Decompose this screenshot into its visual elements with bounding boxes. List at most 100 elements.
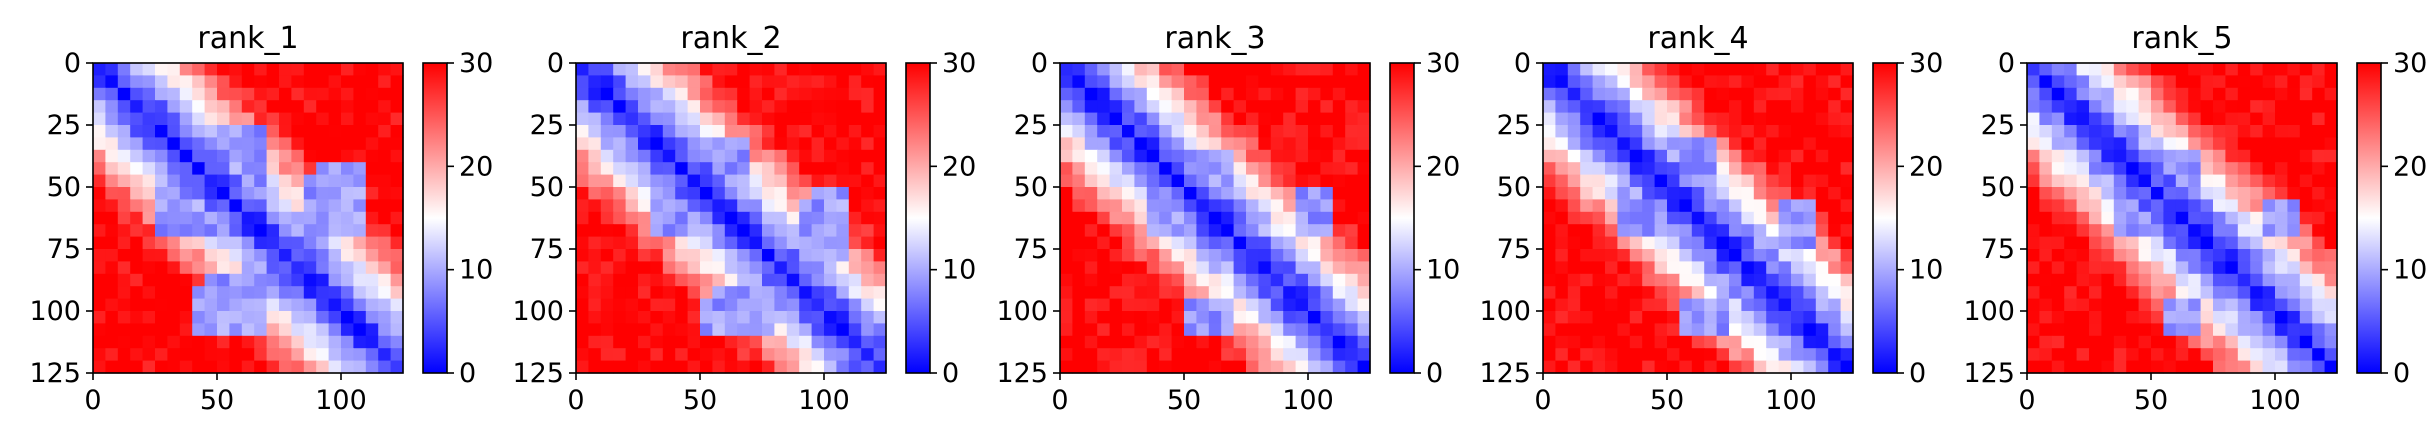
heatmap-cell xyxy=(848,323,862,337)
heatmap-cell xyxy=(2163,224,2177,238)
heatmap-cell xyxy=(1828,125,1842,138)
heatmap-cell xyxy=(204,311,218,324)
heatmap-cell xyxy=(2126,298,2140,312)
heatmap-cell xyxy=(1084,125,1098,138)
colorbar-tick-label: 30 xyxy=(1426,48,1460,79)
heatmap-cell xyxy=(1345,75,1359,89)
heatmap-cell xyxy=(341,236,354,250)
heatmap-cell xyxy=(229,335,243,349)
heatmap-cell xyxy=(1691,286,1705,300)
heatmap-cell xyxy=(1308,311,1321,324)
heatmap-cell xyxy=(1270,100,1284,114)
heatmap-cell xyxy=(1791,286,1804,300)
heatmap-cell xyxy=(1159,149,1173,163)
heatmap-cell xyxy=(1295,149,1309,163)
heatmap-cell xyxy=(1629,211,1643,225)
heatmap-cell xyxy=(1184,75,1197,89)
heatmap-cell xyxy=(1109,211,1123,225)
heatmap-cell xyxy=(2064,348,2078,362)
colorbar-tick-label: 20 xyxy=(1426,151,1460,182)
heatmap-cell xyxy=(2027,174,2040,188)
heatmap-cell xyxy=(2113,112,2127,126)
heatmap-cell xyxy=(1159,323,1173,337)
heatmap-cell xyxy=(1716,298,1730,312)
heatmap-cell xyxy=(2275,286,2288,300)
heatmap-cell xyxy=(105,125,119,138)
heatmap-cell xyxy=(2076,75,2090,89)
heatmap-cell xyxy=(1295,87,1309,101)
heatmap-cell xyxy=(1196,149,1210,163)
heatmap-cell xyxy=(1828,311,1842,324)
heatmap-cell xyxy=(1629,249,1643,262)
heatmap-cell xyxy=(2287,286,2301,300)
panel-title: rank_1 xyxy=(197,21,298,56)
heatmap-cell xyxy=(254,199,268,213)
heatmap-cell xyxy=(142,187,156,200)
heatmap-cell xyxy=(2200,75,2214,89)
heatmap-cell xyxy=(353,211,367,225)
y-tick-label: 25 xyxy=(1014,110,1048,141)
heatmap-cell xyxy=(799,162,813,176)
heatmap-cell xyxy=(105,261,119,275)
heatmap-cell xyxy=(1308,87,1321,101)
heatmap-cell xyxy=(217,348,230,362)
heatmap-cell xyxy=(724,211,738,225)
heatmap-cell xyxy=(1716,125,1730,138)
heatmap-cell xyxy=(2287,335,2301,349)
heatmap-cell xyxy=(1146,335,1160,349)
heatmap-cell xyxy=(1184,236,1197,250)
heatmap-cell xyxy=(93,112,106,126)
heatmap-cell xyxy=(650,199,664,213)
heatmap-cell xyxy=(229,63,243,76)
heatmap-cell xyxy=(2237,335,2251,349)
heatmap-cell xyxy=(291,199,305,213)
heatmap-cell xyxy=(2089,112,2102,126)
heatmap-cell xyxy=(353,348,367,362)
heatmap-cell xyxy=(2051,224,2065,238)
heatmap-cell xyxy=(1208,100,1222,114)
heatmap-cell xyxy=(2163,261,2177,275)
heatmap-cell xyxy=(167,137,181,151)
heatmap-cell xyxy=(1221,273,1235,287)
heatmap-cell xyxy=(2175,360,2189,374)
heatmap-cell xyxy=(588,199,602,213)
heatmap-cell xyxy=(1543,174,1556,188)
heatmap-cell xyxy=(1072,360,1086,374)
heatmap-cell xyxy=(762,211,775,225)
heatmap-cell xyxy=(811,87,825,101)
heatmap-cell xyxy=(192,236,206,250)
heatmap-cell xyxy=(192,311,206,324)
heatmap-cell xyxy=(762,261,775,275)
heatmap-cell xyxy=(749,323,763,337)
heatmap-cell xyxy=(2064,335,2078,349)
heatmap-cell xyxy=(2299,360,2313,374)
heatmap-cell xyxy=(130,360,144,374)
heatmap-cell xyxy=(1258,286,1272,300)
heatmap-cell xyxy=(873,236,887,250)
heatmap-cell xyxy=(1246,360,1259,374)
heatmap-cell xyxy=(1828,112,1842,126)
heatmap-cell xyxy=(786,112,800,126)
heatmap-cell xyxy=(774,87,788,101)
heatmap-cell xyxy=(1679,311,1693,324)
heatmap-cell xyxy=(1184,174,1197,188)
heatmap-cell xyxy=(1345,236,1359,250)
heatmap-cell xyxy=(1270,273,1284,287)
heatmap-cell xyxy=(316,249,330,262)
heatmap-cell xyxy=(1729,311,1742,324)
heatmap-cell xyxy=(155,236,168,250)
heatmap-cell xyxy=(390,360,404,374)
heatmap-cell xyxy=(155,199,168,213)
heatmap-cell xyxy=(2250,360,2264,374)
heatmap-cell xyxy=(1221,187,1235,200)
heatmap-cell xyxy=(873,149,887,163)
heatmap-cell xyxy=(1221,174,1235,188)
heatmap-cell xyxy=(1295,112,1309,126)
heatmap-cell xyxy=(254,311,268,324)
heatmap-cell xyxy=(811,174,825,188)
heatmap-cell xyxy=(1221,211,1235,225)
heatmap-cell xyxy=(2312,174,2326,188)
heatmap-cell xyxy=(1308,174,1321,188)
heatmap-cell xyxy=(576,187,589,200)
heatmap-cell xyxy=(130,75,144,89)
